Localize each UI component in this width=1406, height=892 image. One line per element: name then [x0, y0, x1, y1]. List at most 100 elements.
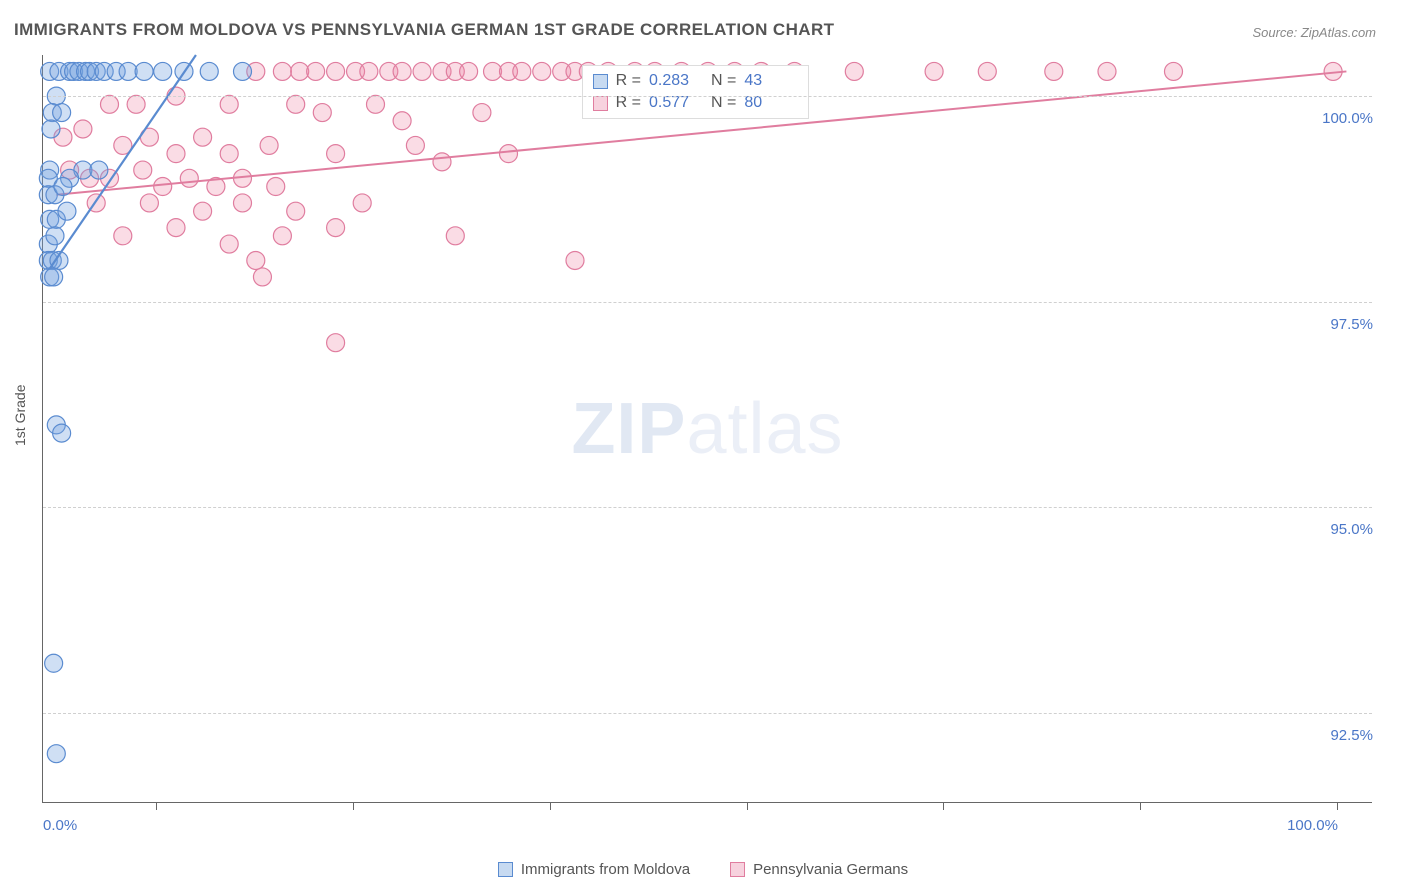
x-tick	[156, 802, 157, 810]
data-point	[114, 227, 132, 245]
y-tick-label: 100.0%	[1313, 110, 1373, 127]
legend-label-a: Immigrants from Moldova	[521, 861, 690, 878]
legend-square-icon	[593, 74, 608, 89]
data-point	[406, 136, 424, 154]
x-tick	[550, 802, 551, 810]
data-point	[267, 178, 285, 196]
data-point	[53, 424, 71, 442]
y-axis-label: 1st Grade	[12, 385, 28, 446]
x-tick-label: 0.0%	[43, 817, 77, 834]
data-point	[194, 202, 212, 220]
data-point	[566, 251, 584, 269]
data-point	[845, 62, 863, 80]
legend-square-icon	[498, 862, 513, 877]
legend-square-icon	[593, 96, 608, 111]
data-point	[287, 202, 305, 220]
data-point	[533, 62, 551, 80]
data-point	[327, 62, 345, 80]
grid-line	[43, 507, 1372, 508]
data-point	[513, 62, 531, 80]
data-point	[194, 128, 212, 146]
r-value: 0.283	[649, 72, 703, 90]
legend-item-b: Pennsylvania Germans	[730, 861, 908, 878]
data-point	[140, 194, 158, 212]
data-point	[327, 145, 345, 163]
data-point	[46, 227, 64, 245]
data-point	[273, 227, 291, 245]
data-point	[393, 62, 411, 80]
data-point	[446, 227, 464, 245]
x-tick	[353, 802, 354, 810]
data-point	[1165, 62, 1183, 80]
data-point	[460, 62, 478, 80]
data-point	[47, 745, 65, 763]
data-point	[291, 62, 309, 80]
legend-label-b: Pennsylvania Germans	[753, 861, 908, 878]
data-point	[134, 161, 152, 179]
data-point	[74, 120, 92, 138]
n-value: 43	[744, 72, 798, 90]
x-tick	[1337, 802, 1338, 810]
data-point	[353, 194, 371, 212]
x-tick	[943, 802, 944, 810]
data-point	[367, 95, 385, 113]
data-point	[313, 104, 331, 122]
data-point	[327, 334, 345, 352]
data-point	[154, 178, 172, 196]
grid-line	[43, 713, 1372, 714]
data-point	[54, 178, 72, 196]
data-point	[253, 268, 271, 286]
legend-bottom: Immigrants from Moldova Pennsylvania Ger…	[0, 861, 1406, 878]
x-tick	[1140, 802, 1141, 810]
x-tick-label: 100.0%	[1287, 817, 1338, 834]
data-point	[484, 62, 502, 80]
legend-square-icon	[730, 862, 745, 877]
data-point	[1098, 62, 1116, 80]
r-label: R =	[616, 72, 641, 90]
data-point	[413, 62, 431, 80]
data-point	[473, 104, 491, 122]
grid-line	[43, 302, 1372, 303]
data-point	[220, 95, 238, 113]
data-point	[90, 161, 108, 179]
y-tick-label: 97.5%	[1313, 316, 1373, 333]
data-point	[327, 219, 345, 237]
data-point	[220, 145, 238, 163]
data-point	[287, 95, 305, 113]
correlation-legend-box: R =0.283N =43R =0.577N =80	[582, 65, 810, 119]
data-point	[119, 62, 137, 80]
data-point	[234, 194, 252, 212]
data-point	[500, 145, 518, 163]
data-point	[978, 62, 996, 80]
legend-item-a: Immigrants from Moldova	[498, 861, 690, 878]
data-point	[307, 62, 325, 80]
data-point	[1045, 62, 1063, 80]
data-point	[45, 654, 63, 672]
grid-line	[43, 96, 1372, 97]
data-point	[42, 120, 60, 138]
data-point	[58, 202, 76, 220]
chart-plot-area: ZIPatlas R =0.283N =43R =0.577N =80 100.…	[42, 55, 1372, 803]
data-point	[180, 169, 198, 187]
data-point	[45, 268, 63, 286]
n-label: N =	[711, 72, 736, 90]
data-point	[360, 62, 378, 80]
data-point	[154, 62, 172, 80]
data-point	[101, 95, 119, 113]
chart-svg	[43, 55, 1373, 803]
data-point	[53, 104, 71, 122]
data-point	[433, 153, 451, 171]
data-point	[260, 136, 278, 154]
source-label: Source: ZipAtlas.com	[1252, 25, 1376, 40]
data-point	[167, 145, 185, 163]
legend-row: R = 0.283 N = 43	[593, 70, 799, 92]
data-point	[234, 62, 252, 80]
data-point	[127, 95, 145, 113]
data-point	[247, 251, 265, 269]
data-point	[167, 219, 185, 237]
data-point	[220, 235, 238, 253]
data-point	[393, 112, 411, 130]
data-point	[200, 62, 218, 80]
x-tick	[747, 802, 748, 810]
page-title: IMMIGRANTS FROM MOLDOVA VS PENNSYLVANIA …	[14, 20, 834, 40]
